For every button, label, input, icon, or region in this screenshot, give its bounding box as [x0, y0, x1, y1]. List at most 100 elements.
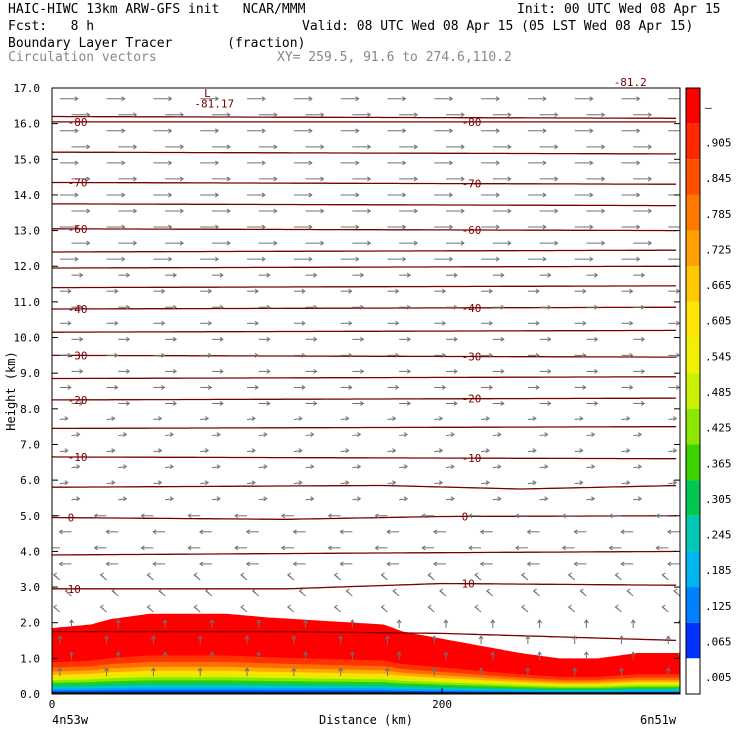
isotherm-label: 0: [462, 510, 469, 523]
colorbar-label: .485: [705, 386, 732, 399]
x-tick-label: 0: [49, 698, 56, 711]
isotherm-label: -30: [462, 351, 482, 364]
isotherm-label: -40: [68, 303, 88, 316]
isotherm-line: [52, 265, 677, 269]
y-tick-label: 2.0: [20, 617, 40, 630]
colorbar-frame: [685, 87, 701, 695]
isotherm-label: -60: [68, 223, 88, 236]
isotherm-label: 10: [68, 583, 81, 596]
y-tick-label: 9.0: [20, 367, 40, 380]
y-tick-label: 8.0: [20, 403, 40, 416]
x-end-location: 6n51w: [640, 713, 677, 727]
y-tick-label: 12.0: [14, 260, 41, 273]
isotherm-line: [52, 456, 677, 460]
colorbar-swatch: [686, 551, 700, 588]
cross-section-endpoints: XY= 259.5, 91.6 to 274.6,110.2: [277, 50, 512, 65]
y-axis-label: Height (km): [4, 351, 18, 430]
plot-frame: [51, 87, 681, 695]
isotherm-label: -30: [68, 349, 88, 362]
isotherm-line: [52, 376, 677, 380]
isotherm-line: [52, 397, 677, 401]
colorbar-label: .605: [705, 315, 732, 328]
colorbar-label: –: [705, 101, 712, 114]
isotherm-line: [52, 228, 677, 232]
y-tick-label: 1.0: [20, 652, 40, 665]
isotherm-line: [52, 249, 677, 253]
isotherm-line: [52, 115, 677, 119]
isotherm-label: -70: [462, 178, 482, 191]
colorbar-swatch: [686, 266, 700, 302]
isotherm-line: [52, 151, 677, 155]
colorbar-swatch: [686, 408, 700, 445]
isotherm-line: [52, 582, 677, 590]
isotherm-line: [52, 306, 677, 310]
colorbar-label: .245: [705, 529, 732, 542]
field-name: Boundary Layer Tracer (fraction): [8, 36, 306, 51]
isotherm-label: -60: [462, 224, 482, 237]
forecast-hour: Fcst: 8 h: [8, 19, 95, 34]
colorbar-swatch: [686, 159, 700, 195]
isotherm-label: -40: [462, 302, 482, 315]
isotherm-line: [52, 285, 677, 289]
colorbar-label: .785: [705, 208, 732, 221]
isotherm-line: [52, 630, 677, 642]
colorbar-label: .905: [705, 136, 732, 149]
extremum-label: -81.17: [194, 98, 234, 111]
colorbar-label: .545: [705, 350, 732, 363]
y-tick-label: 14.0: [14, 189, 41, 202]
colorbar-label: .665: [705, 279, 732, 292]
colorbar-swatch: [686, 658, 700, 694]
y-tick-label: 10.0: [14, 332, 41, 345]
colorbar-label: .005: [705, 671, 732, 684]
colorbar-swatch: [686, 515, 700, 552]
y-tick-label: 0.0: [20, 688, 40, 701]
colorbar-label: .065: [705, 636, 732, 649]
y-tick-label: 11.0: [14, 296, 41, 309]
x-tick-label: 200: [432, 698, 452, 711]
y-tick-label: 17.0: [14, 82, 41, 95]
isotherm-line: [52, 515, 677, 520]
model-title: HAIC-HIWC 13km ARW-GFS init NCAR/MMM: [8, 2, 306, 17]
y-tick-label: 13.0: [14, 225, 41, 238]
colorbar-label: .725: [705, 243, 732, 256]
colorbar-swatch: [686, 444, 700, 481]
y-tick-label: 7.0: [20, 438, 40, 451]
colorbar-swatch: [686, 373, 700, 409]
colorbar-swatch: [686, 587, 700, 623]
extremum-label: L: [204, 87, 211, 100]
extremum-label: -81.2: [614, 76, 647, 89]
colorbar-label: .305: [705, 493, 732, 506]
isotherm-line: [52, 550, 677, 556]
y-tick-label: 6.0: [20, 474, 40, 487]
isotherm-label: 0: [68, 512, 75, 525]
valid-time: Valid: 08 UTC Wed 08 Apr 15 (05 LST Wed …: [302, 19, 694, 34]
isotherm-label: -10: [68, 451, 88, 464]
plot-area: [52, 96, 680, 694]
y-tick-label: 16.0: [14, 118, 41, 131]
colorbar-label: .845: [705, 172, 732, 185]
colorbar-swatch: [686, 123, 700, 160]
colorbar-label: .185: [705, 564, 732, 577]
isotherm-label: -80: [462, 116, 482, 129]
isotherm-line: [52, 181, 677, 185]
isotherm-label: -20: [68, 394, 88, 407]
x-axis-label: Distance (km): [319, 713, 413, 727]
isotherm-line: [52, 426, 677, 430]
isotherm-line: [52, 329, 677, 333]
colorbar-swatch: [686, 337, 700, 374]
circulation-vectors: [52, 96, 680, 677]
vector-field-name: Circulation vectors: [8, 50, 157, 65]
colorbar-swatch: [686, 301, 700, 338]
y-tick-label: 15.0: [14, 153, 41, 166]
isotherm-label: 10: [462, 578, 475, 591]
isotherm-line: [52, 484, 677, 490]
x-start-location: 4n53w: [52, 713, 89, 727]
y-tick-label: 5.0: [20, 510, 40, 523]
colorbar-label: .125: [705, 600, 732, 613]
colorbar-swatch: [686, 622, 700, 659]
y-tick-label: 3.0: [20, 581, 40, 594]
isotherm-label: -10: [462, 452, 482, 465]
isotherm-label: -20: [462, 393, 482, 406]
colorbar-label: .425: [705, 422, 732, 435]
colorbar-swatch: [686, 88, 700, 124]
